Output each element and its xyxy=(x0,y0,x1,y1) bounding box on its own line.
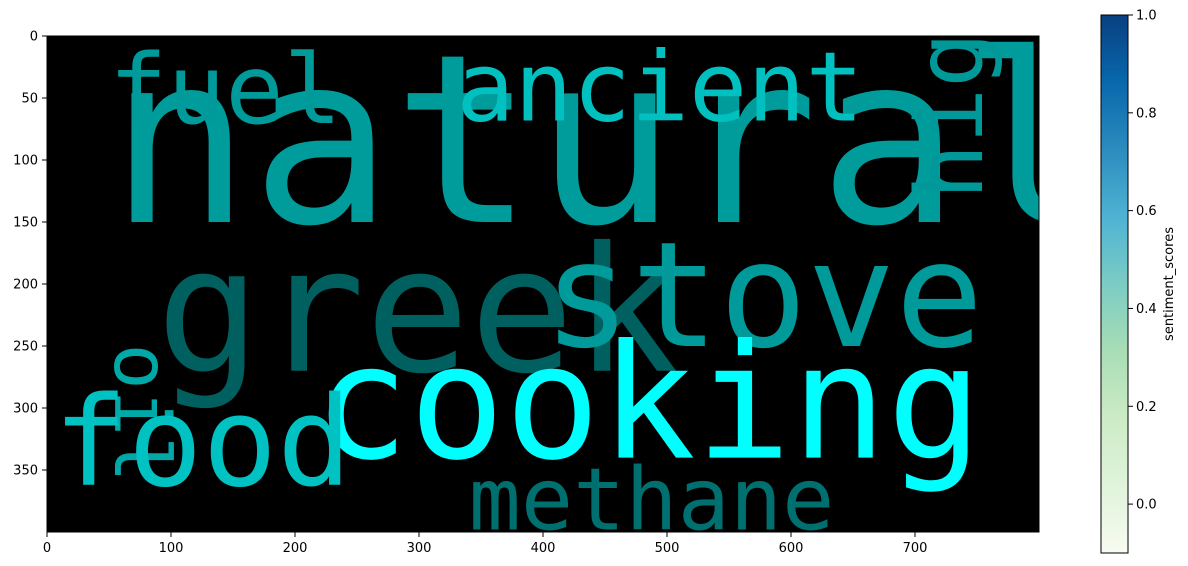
y-tick-label: 250 xyxy=(13,340,38,355)
colorbar-tick-label: 0.4 xyxy=(1136,302,1157,317)
x-tick-label: 200 xyxy=(283,541,308,556)
colorbar-tick-label: 0.2 xyxy=(1136,400,1157,415)
colorbar-tick-label: 0.8 xyxy=(1136,106,1157,121)
colorbar-gradient xyxy=(1100,14,1129,554)
colorbar-tick-label: 1.0 xyxy=(1136,9,1157,24)
word-fuel: fuel xyxy=(109,33,342,146)
word-food: food xyxy=(53,371,352,515)
y-tick-label: 100 xyxy=(13,154,38,169)
y-tick-label: 150 xyxy=(13,216,38,231)
y-tick-label: 350 xyxy=(13,464,38,479)
x-tick-label: 0 xyxy=(43,541,51,556)
plot-background xyxy=(47,36,1039,532)
x-tick-label: 400 xyxy=(531,541,556,556)
word-natural: natural xyxy=(109,3,1102,278)
y-tick-label: 0 xyxy=(30,30,38,45)
x-tick-label: 700 xyxy=(903,541,928,556)
x-axis: 0 100 200 300 400 500 600 700 xyxy=(43,532,928,556)
colorbar-tick-label: 0.0 xyxy=(1136,498,1157,513)
y-tick-label: 300 xyxy=(13,402,38,417)
word-high: high xyxy=(896,0,1004,200)
word-ancient: ancient xyxy=(456,30,863,143)
y-tick-label: 50 xyxy=(21,92,38,107)
x-tick-label: 600 xyxy=(779,541,804,556)
word-methane: methane xyxy=(469,450,835,551)
word-cooking: cooking xyxy=(314,312,983,496)
x-tick-label: 500 xyxy=(655,541,680,556)
word-stove: stove xyxy=(543,210,983,381)
colorbar-axis: 0.0 0.2 0.4 0.6 0.8 1.0 xyxy=(1128,9,1157,513)
colorbar-tick-label: 0.6 xyxy=(1136,204,1157,219)
x-tick-label: 100 xyxy=(159,541,184,556)
y-axis: 0 50 100 150 200 250 300 350 xyxy=(13,30,47,479)
y-tick-label: 200 xyxy=(13,278,38,293)
colorbar-label: sentiment_scores xyxy=(1162,227,1177,341)
word-greek: greek xyxy=(156,210,679,412)
word-oil: oil xyxy=(96,344,185,483)
x-tick-label: 300 xyxy=(407,541,432,556)
